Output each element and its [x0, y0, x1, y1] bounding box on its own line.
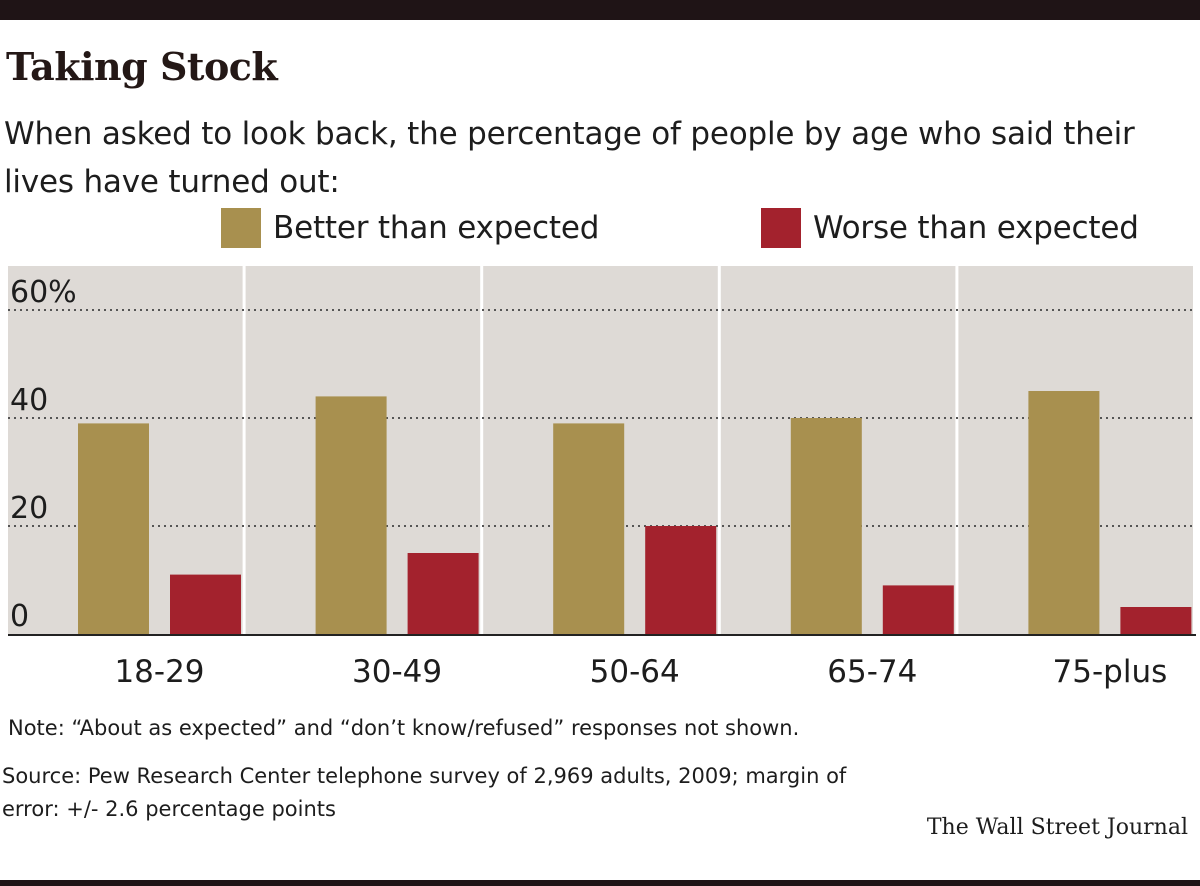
chart-title: Taking Stock — [6, 44, 278, 89]
chart-note: Note: “About as expected” and “don’t kno… — [8, 716, 800, 740]
chart-subtitle: When asked to look back, the percentage … — [4, 116, 1135, 200]
legend-label-worse: Worse than expected — [813, 210, 1139, 246]
publisher-credit: The Wall Street Journal — [926, 815, 1188, 840]
bar-worse — [1120, 607, 1192, 634]
legend-item-worse: Worse than expected — [761, 208, 1139, 248]
legend-item-better: Better than expected — [221, 208, 599, 248]
bar-worse — [882, 585, 954, 634]
legend-swatch-better — [221, 208, 261, 248]
legend-label-better: Better than expected — [273, 210, 600, 246]
top-rule — [0, 0, 1200, 20]
bottom-rule — [0, 880, 1200, 886]
y-tick-label: 60% — [10, 275, 77, 310]
y-tick-label: 0 — [10, 599, 29, 634]
legend-swatch-worse — [761, 208, 801, 248]
bar-worse — [407, 553, 479, 634]
y-tick-label: 20 — [10, 491, 48, 526]
bar-better — [78, 423, 149, 634]
x-category-label: 65-74 — [827, 654, 917, 690]
x-category-label: 50-64 — [590, 654, 680, 690]
bar-better — [553, 423, 625, 634]
bar-better — [1028, 391, 1100, 634]
bar-better — [315, 396, 387, 634]
chart-source: Source: Pew Research Center telephone su… — [2, 764, 847, 821]
x-category-label: 30-49 — [352, 654, 442, 690]
bar-worse — [170, 574, 241, 634]
bar-worse — [645, 526, 717, 634]
x-category-label: 18-29 — [114, 654, 204, 690]
y-tick-label: 40 — [10, 383, 48, 418]
x-category-label: 75-plus — [1053, 654, 1168, 690]
bar-better — [790, 418, 862, 634]
bar-chart: 0 20 40 60% 18-29 30-49 50-64 65-74 75-plus — [8, 266, 1196, 690]
